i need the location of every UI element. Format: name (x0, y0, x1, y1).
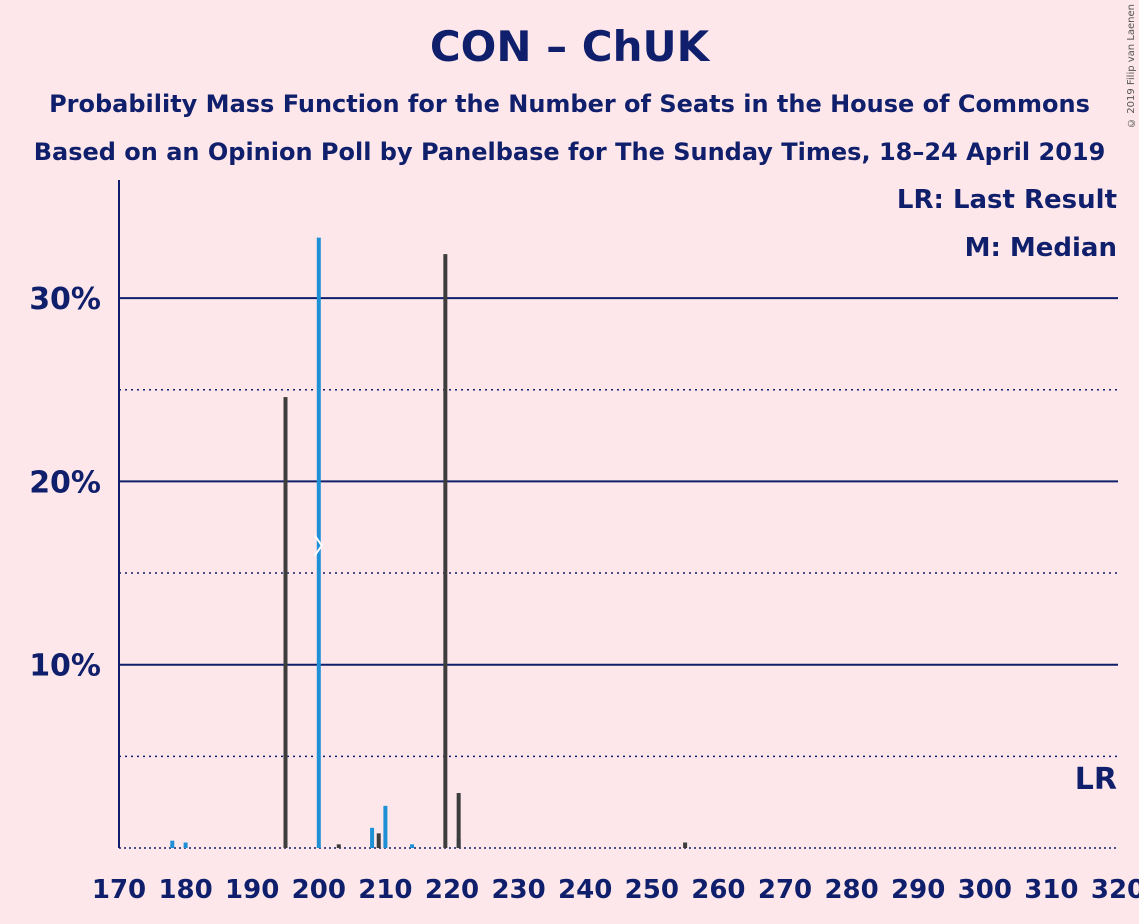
y-tick-label: 20% (29, 465, 101, 500)
x-tick-label: 240 (558, 875, 612, 905)
x-tick-label: 170 (92, 875, 146, 905)
x-tick-label: 200 (292, 875, 346, 905)
bar-chuk-203 (336, 844, 341, 848)
bar-chuk-209 (376, 833, 381, 848)
chart-subtitle-method: Probability Mass Function for the Number… (49, 90, 1090, 118)
bar-chuk-221 (456, 793, 461, 848)
bar-con-210 (383, 805, 388, 848)
x-tick-label: 250 (625, 875, 679, 905)
bar-chuk-195 (283, 397, 288, 848)
chart-title: CON – ChUK (429, 22, 710, 71)
x-tick-label: 190 (225, 875, 279, 905)
x-tick-label: 270 (758, 875, 812, 905)
bar-con-180 (183, 842, 188, 848)
bar-con-208 (370, 827, 375, 848)
x-tick-label: 210 (358, 875, 412, 905)
x-tick-label: 260 (691, 875, 745, 905)
median-marker (313, 534, 324, 557)
legend-last-result: LR: Last Result (896, 185, 1117, 215)
bar-chuk-255 (683, 842, 688, 848)
y-tick-label: 10% (29, 649, 101, 684)
chart-subtitle-poll: Based on an Opinion Poll by Panelbase fo… (33, 138, 1106, 166)
x-tick-label: 180 (158, 875, 212, 905)
x-tick-label: 230 (491, 875, 545, 905)
x-tick-label: 310 (1024, 875, 1078, 905)
x-tick-label: 290 (891, 875, 945, 905)
legend-median: M: Median (964, 233, 1117, 263)
bar-con-214 (410, 844, 415, 848)
bar-chuk-219 (443, 254, 448, 848)
bar-con-178 (170, 840, 175, 848)
x-tick-label: 320 (1091, 875, 1139, 905)
x-tick-label: 220 (425, 875, 479, 905)
last-result-marker: LR (1074, 762, 1117, 797)
x-tick-label: 300 (958, 875, 1012, 905)
y-tick-label: 30% (29, 282, 101, 317)
x-tick-label: 280 (824, 875, 878, 905)
